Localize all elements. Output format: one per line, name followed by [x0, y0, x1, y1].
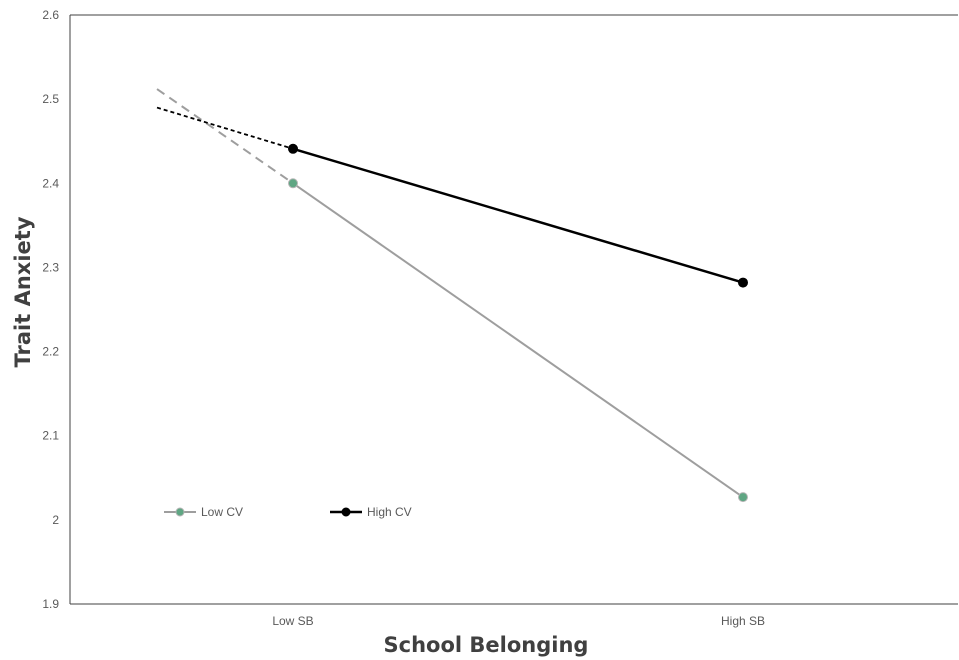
- y-tick-label: 2.2: [42, 345, 59, 359]
- y-tick-label: 1.9: [42, 597, 59, 611]
- x-axis-title: School Belonging: [384, 633, 589, 657]
- low-cv-point: [738, 492, 748, 503]
- high-cv-series-line: [292, 147, 744, 284]
- legend-high-cv-marker: [341, 507, 351, 517]
- legend-high-cv-label: High CV: [367, 505, 412, 519]
- x-tick-label: Low SB: [272, 614, 313, 628]
- y-axis-title: Trait Anxiety: [11, 216, 35, 367]
- legend-low-cv-marker: [175, 507, 185, 517]
- high-cv-point: [288, 143, 298, 154]
- y-tick-label: 2.1: [42, 429, 59, 443]
- high-cv-extension-line: [156, 106, 294, 150]
- y-tick-labels: 1.9 2 2.1 2.2 2.3 2.4 2.5 2.6: [42, 8, 59, 611]
- y-tick-label: 2.5: [42, 92, 59, 106]
- low-cv-series-line: [292, 182, 744, 498]
- series-layer: [156, 88, 748, 503]
- y-tick-label: 2.4: [42, 176, 59, 190]
- low-cv-point: [288, 178, 298, 189]
- y-tick-label: 2.6: [42, 8, 59, 22]
- x-tick-label: High SB: [721, 614, 765, 628]
- y-tick-label: 2: [52, 513, 59, 527]
- low-cv-extension-line: [156, 88, 294, 185]
- high-cv-point: [738, 277, 748, 288]
- y-tick-label: 2.3: [42, 260, 59, 274]
- legend: Low CV High CV: [164, 505, 412, 519]
- legend-low-cv-label: Low CV: [201, 505, 243, 519]
- x-tick-labels: Low SB High SB: [272, 614, 765, 628]
